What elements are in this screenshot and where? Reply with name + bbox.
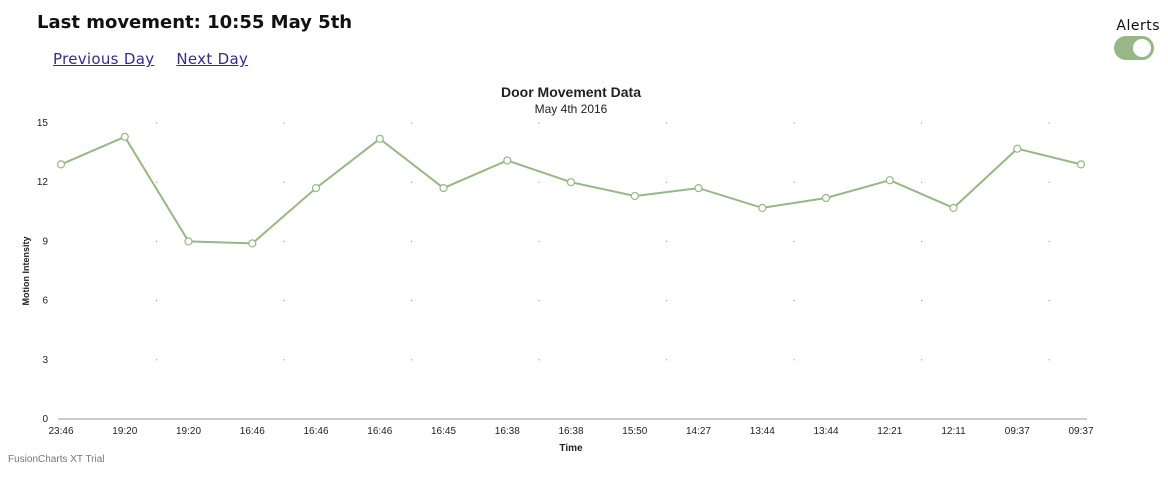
grid-dot: [793, 300, 795, 302]
data-point[interactable]: [1013, 144, 1022, 153]
x-tick-label: 16:38: [495, 426, 520, 437]
grid-dot: [1048, 359, 1050, 361]
grid-dot: [156, 181, 158, 183]
grid-dot: [666, 240, 668, 242]
grid-dot: [156, 122, 158, 124]
grid-layer: [156, 122, 1050, 361]
grid-dot: [283, 122, 285, 124]
data-point[interactable]: [949, 203, 958, 212]
x-tick-label: 14:27: [686, 426, 711, 437]
x-tick-label: 19:20: [176, 426, 201, 437]
x-tick-label: 13:44: [750, 426, 775, 437]
data-point[interactable]: [120, 132, 129, 141]
grid-dot: [411, 181, 413, 183]
data-point[interactable]: [248, 239, 257, 248]
next-day-link[interactable]: Next Day: [176, 50, 249, 68]
grid-dot: [411, 122, 413, 124]
x-tick-label: 19:20: [112, 426, 137, 437]
grid-dot: [921, 240, 923, 242]
data-point[interactable]: [184, 237, 193, 246]
data-point[interactable]: [56, 160, 66, 169]
x-tick-label: 16:45: [431, 426, 456, 437]
data-point[interactable]: [566, 178, 576, 187]
grid-dot: [283, 181, 285, 183]
alerts-control: Alerts: [1108, 18, 1160, 64]
grid-dot: [666, 181, 668, 183]
x-tick-label: 16:38: [558, 426, 583, 437]
grid-dot: [1048, 181, 1050, 183]
y-tick-label: 0: [42, 414, 48, 425]
x-tick-label: 23:46: [48, 426, 73, 437]
grid-dot: [666, 122, 668, 124]
grid-dot: [793, 240, 795, 242]
data-point[interactable]: [821, 193, 831, 203]
series-markers: [56, 132, 1086, 248]
grid-dot: [411, 300, 413, 302]
chart-subtitle: May 4th 2016: [535, 102, 608, 116]
x-tick-labels: 23:46 19:20 19:20 16:46 16:46 16:46 16:45 16:38…: [48, 426, 1093, 437]
x-tick-label: 13:44: [813, 426, 838, 437]
grid-dot: [666, 300, 668, 302]
grid-dot: [156, 240, 158, 242]
alerts-label: Alerts: [1116, 18, 1160, 34]
grid-dot: [283, 300, 285, 302]
trial-watermark: FusionCharts XT Trial: [8, 454, 105, 465]
grid-dot: [283, 240, 285, 242]
day-navigation: Previous Day Next Day: [53, 50, 248, 68]
grid-dot: [1048, 300, 1050, 302]
x-tick-label: 16:46: [367, 426, 392, 437]
grid-dot: [921, 181, 923, 183]
y-tick-label: 12: [37, 177, 49, 188]
data-point[interactable]: [1076, 160, 1086, 169]
grid-dot: [538, 359, 540, 361]
alerts-toggle[interactable]: [1114, 36, 1154, 60]
y-tick-label: 9: [42, 236, 48, 247]
chart-title: Door Movement Data: [501, 84, 641, 100]
grid-dot: [283, 359, 285, 361]
grid-dot: [921, 359, 923, 361]
grid-dot: [538, 300, 540, 302]
y-tick-labels: 0 3 6 9 12 15: [37, 118, 49, 425]
x-tick-label: 09:37: [1005, 426, 1030, 437]
grid-dot: [1048, 240, 1050, 242]
data-point[interactable]: [439, 183, 448, 193]
page-title: Last movement: 10:55 May 5th: [37, 12, 353, 33]
door-movement-chart: Door Movement Data May 4th 2016 0 3 6 9 12 15…: [21, 84, 1094, 454]
x-tick-label: 12:21: [877, 426, 902, 437]
series-line: [60, 135, 1082, 245]
y-tick-label: 3: [42, 355, 48, 366]
grid-dot: [666, 359, 668, 361]
x-axis-title: Time: [559, 443, 583, 454]
x-tick-label: 16:46: [240, 426, 265, 437]
data-point[interactable]: [630, 191, 639, 201]
x-tick-label: 09:37: [1068, 426, 1093, 437]
grid-dot: [921, 122, 923, 124]
data-point[interactable]: [311, 183, 321, 193]
grid-dot: [538, 122, 540, 124]
y-tick-label: 15: [37, 118, 49, 129]
data-point[interactable]: [503, 156, 512, 165]
data-point[interactable]: [694, 183, 703, 193]
x-tick-label: 12:11: [941, 426, 966, 437]
grid-dot: [1048, 122, 1050, 124]
grid-dot: [921, 300, 923, 302]
x-tick-label: 16:46: [303, 426, 328, 437]
grid-dot: [793, 181, 795, 183]
data-point[interactable]: [758, 203, 767, 212]
x-tick-label: 15:50: [622, 426, 647, 437]
grid-dot: [156, 300, 158, 302]
data-point[interactable]: [375, 134, 384, 143]
grid-dot: [411, 240, 413, 242]
grid-dot: [793, 122, 795, 124]
previous-day-link[interactable]: Previous Day: [53, 50, 155, 68]
data-point[interactable]: [885, 176, 894, 185]
grid-dot: [411, 359, 413, 361]
grid-dot: [538, 240, 540, 242]
grid-dot: [793, 359, 795, 361]
y-tick-label: 6: [42, 296, 48, 307]
grid-dot: [156, 359, 158, 361]
y-axis-title: Motion Intensity: [21, 237, 31, 306]
grid-dot: [538, 181, 540, 183]
toggle-knob: [1133, 39, 1151, 57]
